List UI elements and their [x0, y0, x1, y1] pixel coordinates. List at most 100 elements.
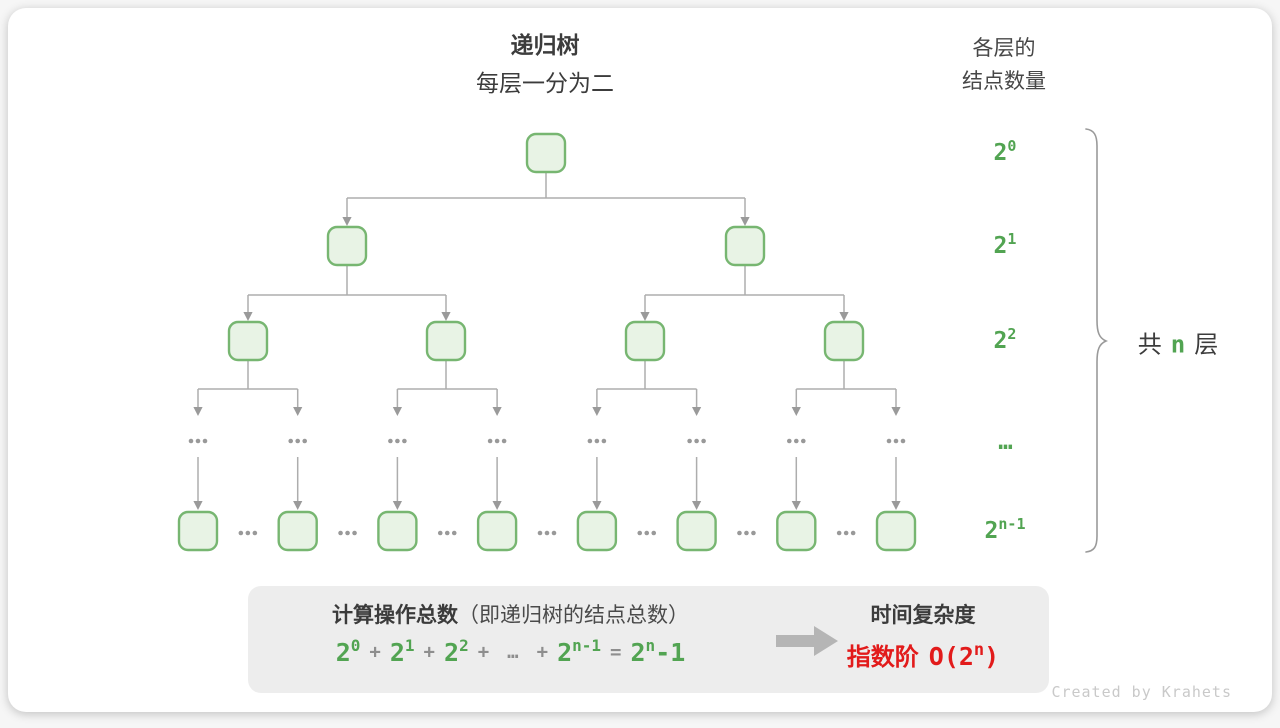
- arrowhead-icon: [392, 501, 402, 510]
- ellipsis-dots-icon: [900, 438, 906, 444]
- ellipsis-dots-icon: [288, 438, 294, 444]
- ellipsis-dots-icon: [437, 530, 443, 536]
- arrowhead-icon: [592, 407, 602, 416]
- tree-node: [724, 225, 766, 267]
- ellipsis-dots-icon: [388, 438, 393, 444]
- geometric-series-formula: 20 +21 +22 +… +2n-1 = 2n-1: [258, 636, 763, 667]
- arrowhead-icon: [492, 501, 502, 510]
- arrowhead-icon: [193, 501, 203, 510]
- power-base: 2: [557, 638, 573, 667]
- power-exponent: 2: [1007, 325, 1017, 343]
- ellipsis-dots-icon: [487, 438, 493, 444]
- ellipsis-dots-icon: [444, 530, 450, 536]
- diagram-title: 递归树: [510, 32, 580, 58]
- ellipsis-dots-icon: [302, 438, 308, 444]
- ellipsis-dots-icon: [345, 530, 350, 536]
- ellipsis-dots-icon: [787, 438, 792, 444]
- ellipsis-dots-icon: [737, 530, 742, 536]
- tree-node: [227, 320, 269, 362]
- complexity-order-label: 指数阶: [846, 644, 919, 671]
- tree-node: [476, 510, 518, 552]
- annotation-prefix: 共: [1137, 331, 1162, 359]
- ellipsis-dots-icon: [537, 530, 543, 536]
- formula-power-term: 22: [444, 636, 469, 667]
- formula-power-term: 20: [336, 636, 361, 667]
- annotation-highlight: n: [1170, 330, 1186, 359]
- ellipsis-dots-icon: [202, 438, 208, 444]
- big-o-close: ): [984, 642, 1000, 671]
- ellipsis-dots-icon: [352, 530, 357, 536]
- formula-operator: =: [610, 641, 622, 663]
- arrowhead-icon: [839, 312, 849, 321]
- ellipsis-dots-icon: [893, 438, 899, 444]
- tree-node: [676, 510, 717, 552]
- power-base: 2: [389, 638, 405, 667]
- arrowhead-icon: [891, 501, 901, 510]
- tree-node: [277, 510, 318, 552]
- level-label-level-2: 22: [994, 325, 1017, 354]
- tree-node: [177, 510, 219, 552]
- ellipsis-dots-icon: [843, 530, 849, 536]
- column-header-line1: 各层的: [972, 37, 1036, 60]
- ellipsis-dots-icon: [238, 530, 244, 536]
- tree-node: [624, 320, 666, 362]
- arrowhead-icon: [891, 407, 901, 416]
- ellipsis-dots-icon: [295, 438, 301, 444]
- ellipsis-dots-icon: [544, 530, 550, 536]
- level-ellipsis-label: …: [998, 427, 1012, 455]
- power-exponent: n: [645, 636, 656, 655]
- power-exponent: 0: [350, 636, 361, 655]
- arrowhead-icon: [293, 501, 303, 510]
- diagram-subtitle: 每层一分为二: [476, 70, 614, 96]
- ellipsis-dots-icon: [694, 438, 699, 444]
- column-header: 各层的 结点数量: [962, 32, 1046, 98]
- power-base: 2: [984, 518, 999, 544]
- ellipsis-dots-icon: [850, 530, 856, 536]
- level-label-level-ellipsis: …: [998, 427, 1012, 455]
- formula-operator: +: [477, 641, 490, 663]
- tree-node: [776, 510, 817, 552]
- brace: [1085, 128, 1109, 553]
- formula-power-term: 2n-1: [630, 636, 686, 667]
- operation-count-title: 计算操作总数: [332, 604, 458, 627]
- power-base: 2: [993, 140, 1008, 166]
- ellipsis-dots-icon: [451, 530, 457, 536]
- ellipsis-dots-icon: [587, 438, 593, 444]
- ellipsis-dots-icon: [501, 438, 507, 444]
- ellipsis-dots-icon: [252, 530, 258, 536]
- ellipsis-dots-icon: [886, 438, 892, 444]
- ellipsis-dots-icon: [644, 530, 650, 536]
- column-header-line2: 结点数量: [962, 70, 1046, 93]
- time-complexity-heading: 时间复杂度: [870, 604, 976, 627]
- power-exponent: n-1: [572, 636, 602, 655]
- big-o-open: O(2: [928, 642, 974, 671]
- ellipsis-dots-icon: [744, 530, 749, 536]
- formula-operator: +: [536, 641, 549, 663]
- ellipsis-dots-icon: [601, 438, 607, 444]
- ellipsis-dots-icon: [637, 530, 643, 536]
- formula-operator: …: [507, 641, 519, 663]
- power-trailing: -1: [655, 638, 686, 667]
- arrowhead-icon: [492, 407, 502, 416]
- power-exponent: n-1: [998, 515, 1026, 533]
- tree-node: [875, 510, 917, 552]
- arrowhead-icon: [740, 217, 750, 226]
- tree-node: [576, 510, 618, 552]
- formula-power-term: 21: [389, 636, 415, 667]
- arrowhead-icon: [692, 501, 702, 510]
- tree-node: [425, 320, 467, 362]
- annotation-suffix: 层: [1194, 331, 1219, 359]
- arrowhead-icon: [791, 501, 801, 510]
- arrowhead-icon: [592, 501, 602, 510]
- tree-node: [326, 225, 368, 267]
- power-base: 2: [444, 638, 460, 667]
- operation-count-note: （即递归树的结点总数）: [458, 604, 689, 627]
- arrowhead-icon: [193, 407, 203, 416]
- right-arrow-icon: [776, 626, 838, 656]
- time-complexity-value: 指数阶 O(2n): [808, 637, 1038, 672]
- ellipsis-dots-icon: [195, 438, 201, 444]
- ellipsis-dots-icon: [395, 438, 400, 444]
- tree-node: [377, 510, 418, 552]
